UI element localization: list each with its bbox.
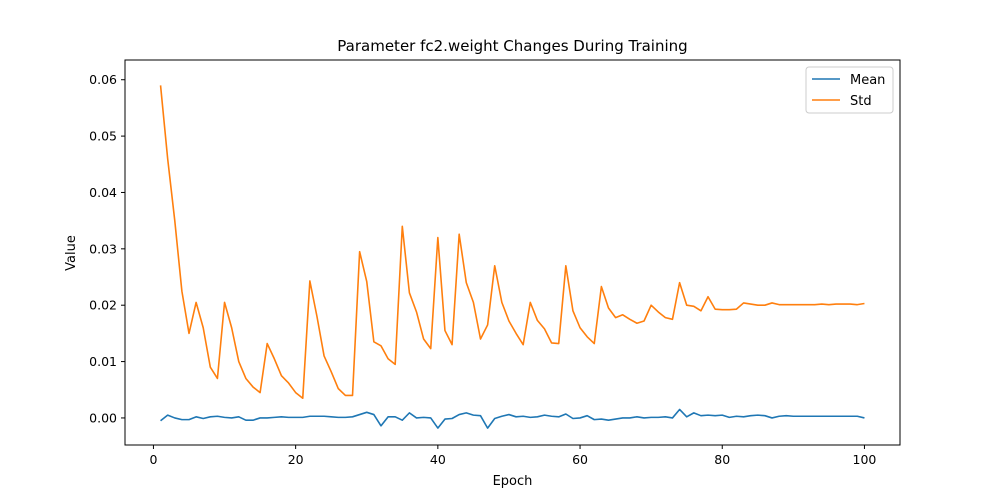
plot-lines xyxy=(159,85,865,429)
x-tick-label: 0 xyxy=(149,452,157,467)
x-tick-label: 80 xyxy=(714,452,730,467)
x-tick-label: 60 xyxy=(572,452,588,467)
legend: Mean Std xyxy=(805,66,894,114)
series-line-mean xyxy=(160,408,865,429)
y-tick-label: 0.00 xyxy=(89,410,117,425)
y-tick-label: 0.06 xyxy=(89,72,117,87)
x-tick-label: 20 xyxy=(288,452,304,467)
legend-label-mean: Mean xyxy=(850,73,885,88)
y-tick-label: 0.03 xyxy=(89,241,117,256)
chart-title: Parameter fc2.weight Changes During Trai… xyxy=(337,37,687,55)
legend-label-std: Std xyxy=(850,94,872,109)
y-tick-label: 0.01 xyxy=(89,354,117,369)
y-axis-ticks: 0.00 0.01 0.02 0.03 0.04 0.05 0.06 xyxy=(89,72,125,425)
y-tick-label: 0.04 xyxy=(89,185,117,200)
x-axis-ticks: 0 20 40 60 80 100 xyxy=(149,445,876,467)
y-tick-label: 0.02 xyxy=(89,298,117,313)
x-tick-label: 40 xyxy=(430,452,446,467)
x-axis-label: Epoch xyxy=(493,474,533,489)
plot-area-frame xyxy=(124,59,901,446)
x-tick-label: 100 xyxy=(853,452,877,467)
series-line-std xyxy=(159,85,865,400)
y-tick-label: 0.05 xyxy=(89,129,117,144)
y-axis-label: Value xyxy=(64,235,79,271)
